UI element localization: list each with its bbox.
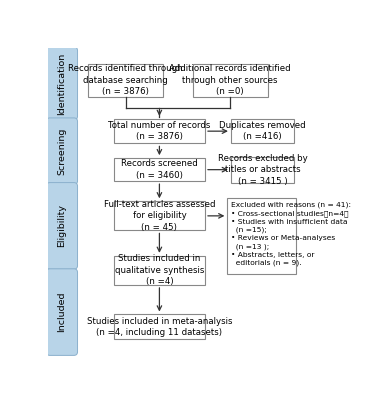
Text: Total number of records
(n = 3876): Total number of records (n = 3876) [108,121,211,141]
Text: Records excluded by
titles or abstracts
(n = 3415 ): Records excluded by titles or abstracts … [218,154,307,186]
FancyBboxPatch shape [46,47,78,120]
Text: Records screened
(n = 3460): Records screened (n = 3460) [121,160,198,180]
Text: Duplicates removed
(n =416): Duplicates removed (n =416) [219,121,306,141]
Text: Screening: Screening [57,128,66,175]
Text: Identification: Identification [57,52,66,114]
Bar [114,314,205,339]
Text: Eligibility: Eligibility [57,204,66,247]
Text: Additional records identified
through other sources
(n =0): Additional records identified through ot… [169,64,291,96]
Bar [114,158,205,181]
Text: Records identified through
database searching
(n = 3876): Records identified through database sear… [68,64,183,96]
Bar [114,256,205,285]
Text: Studies included in meta-analysis
(n =4, including 11 datasets): Studies included in meta-analysis (n =4,… [87,316,232,337]
FancyBboxPatch shape [46,182,78,269]
Bar [193,64,268,96]
Bar [114,201,205,230]
Bar [231,156,294,183]
Text: Studies included in
qualitative synthesis
(n =4): Studies included in qualitative synthesi… [115,254,204,286]
Text: Excluded with reasons (n = 41):
• Cross-sectional studies（n=4）
• Studies with in: Excluded with reasons (n = 41): • Cross-… [231,202,351,266]
Bar [88,64,163,96]
Text: Full-text articles assessed
for eligibility
(n = 45): Full-text articles assessed for eligibil… [104,200,215,232]
Bar [227,198,296,274]
FancyBboxPatch shape [46,118,78,184]
Bar [231,119,294,144]
Text: Included: Included [57,292,66,332]
FancyBboxPatch shape [46,269,78,355]
Bar [114,119,205,144]
